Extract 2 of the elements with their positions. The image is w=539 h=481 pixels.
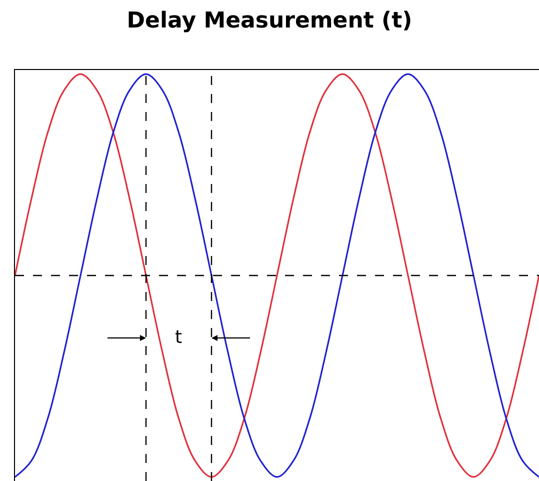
chart-title: Delay Measurement (t) <box>126 8 412 34</box>
annotation: t <box>175 327 182 348</box>
